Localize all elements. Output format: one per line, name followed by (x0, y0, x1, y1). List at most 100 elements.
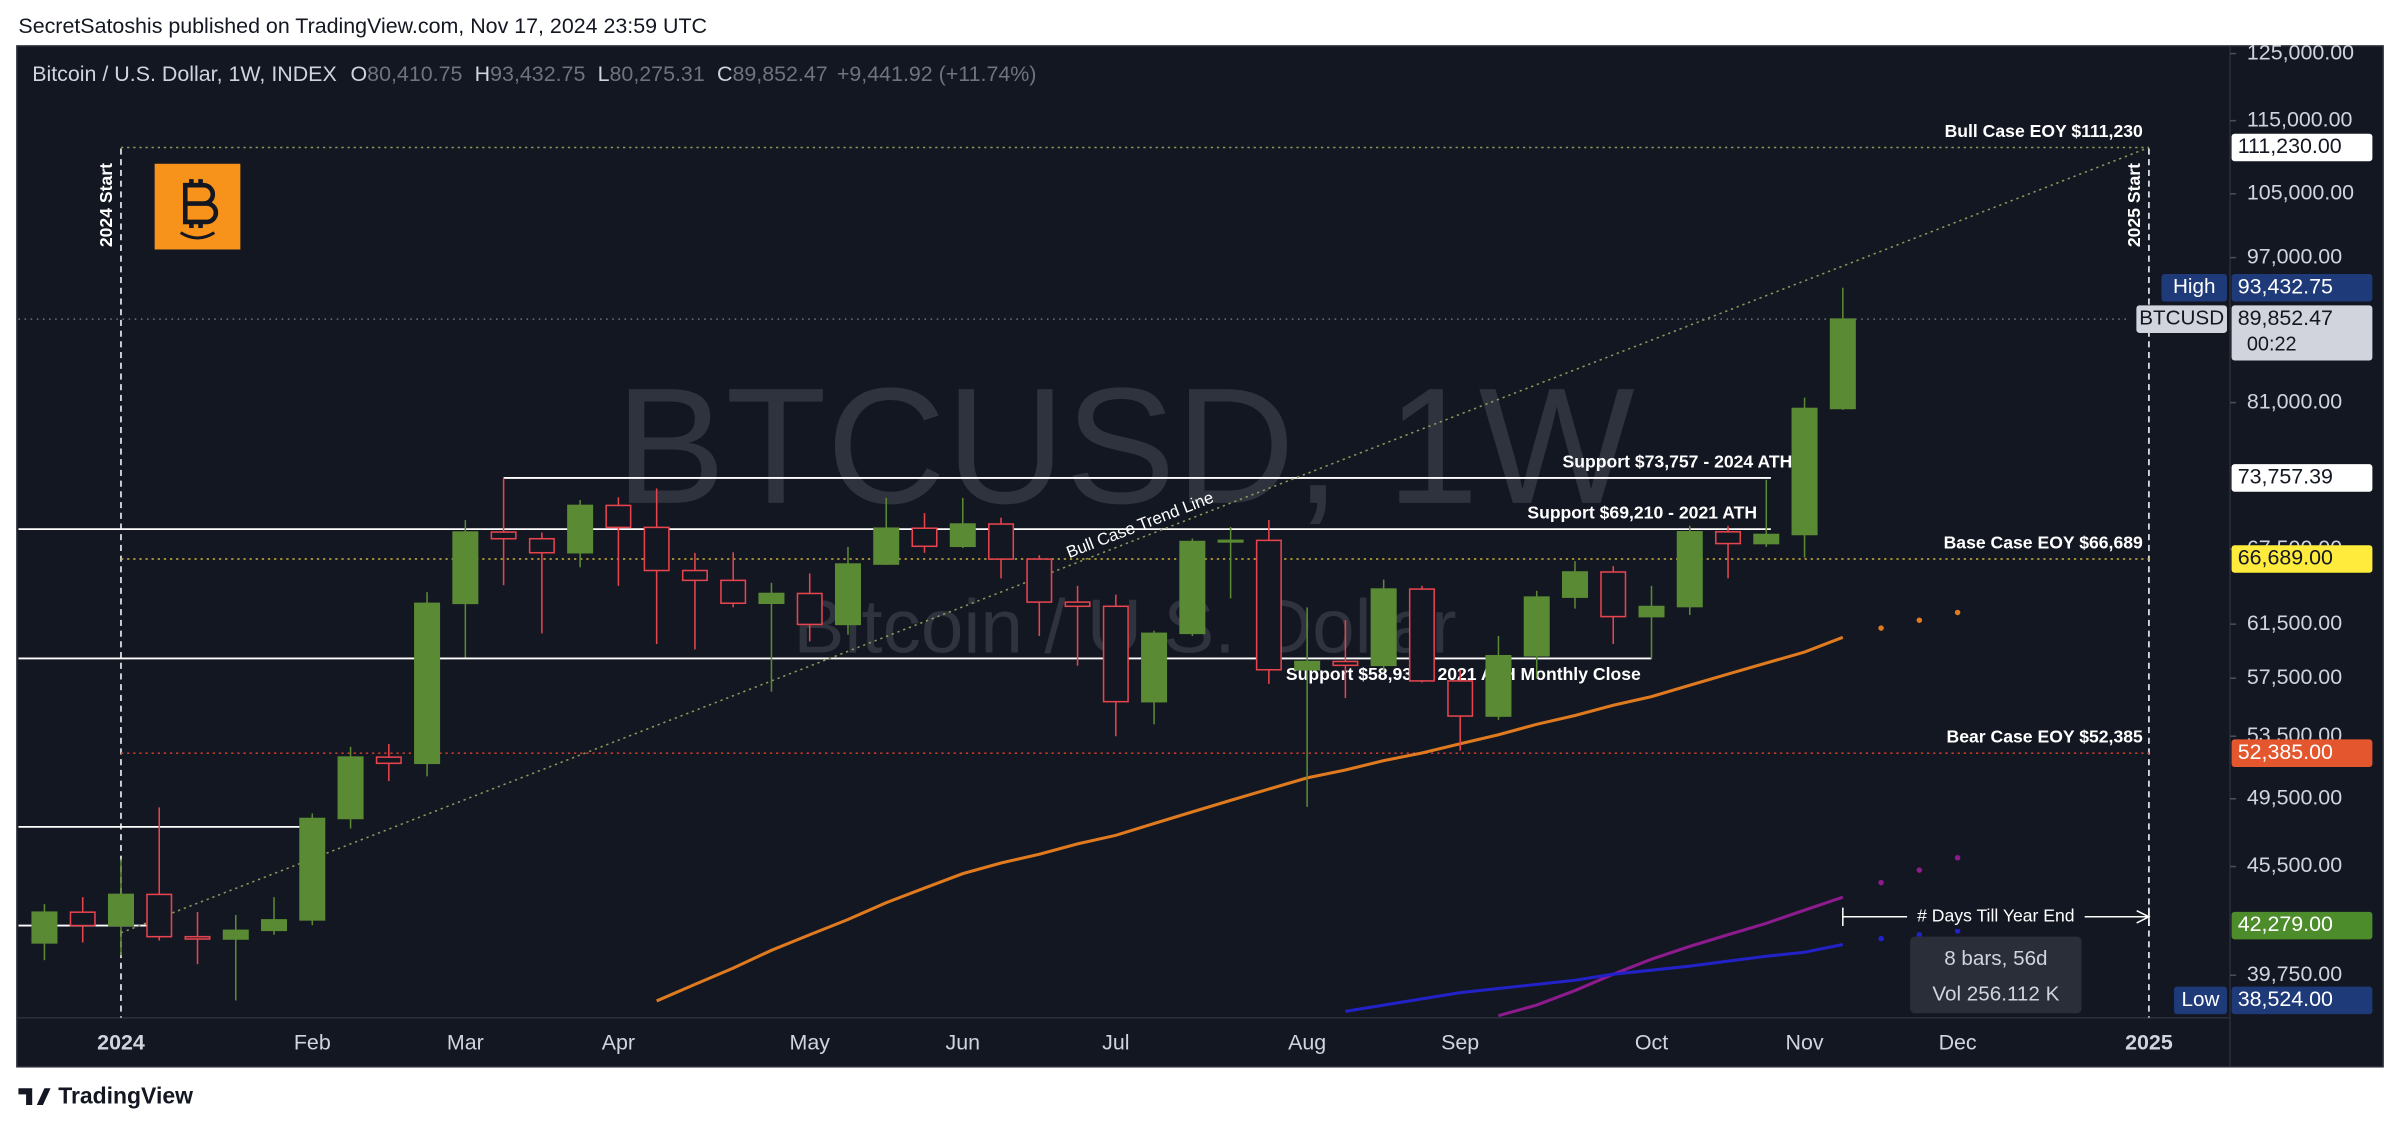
price-label-box (2231, 911, 2373, 940)
measure-line-text: 8 bars, 56d (1944, 947, 2047, 970)
legend-tag: L (598, 62, 610, 86)
legend: Bitcoin / U.S. Dollar, 1W, INDEX O80,410.… (32, 62, 1036, 86)
legend-title: Bitcoin / U.S. Dollar, 1W, INDEX (32, 62, 337, 86)
bitcoin-logo (154, 163, 241, 250)
candle-body (567, 504, 594, 554)
price-label-tag-text: Low (2182, 988, 2220, 1011)
candle-body (605, 504, 632, 529)
x-tick-label: 2025 (2125, 1030, 2173, 1054)
level-label: Bear Case EOY $52,385 (1947, 727, 2143, 747)
candle-body (1294, 660, 1321, 671)
candle-body (873, 527, 900, 565)
candle-body (911, 527, 938, 548)
candle-body (337, 756, 364, 820)
x-tick-label: Feb (294, 1030, 331, 1054)
legend-tag: O (351, 62, 368, 86)
candle-body (949, 523, 976, 548)
legend-tag: C (717, 62, 732, 86)
moving-average (656, 635, 1844, 1003)
x-tick-label: Nov (1786, 1030, 1824, 1054)
candle-body (375, 756, 402, 765)
y-tick-label: 115,000.00 (2247, 107, 2353, 131)
projection-dot (1878, 879, 1884, 886)
projection-dot (1916, 932, 1923, 938)
candle-body (1791, 407, 1818, 536)
legend-value: 80,275.31 (610, 62, 705, 86)
projection-dot (1954, 928, 1961, 934)
trend-line (120, 146, 2150, 934)
projection-dot (1916, 617, 1923, 623)
legend-value: 89,852.47 (732, 62, 827, 86)
x-tick-label: Jun (946, 1030, 981, 1054)
level-label: Support $73,757 - 2024 ATH (1563, 451, 1793, 471)
measure-title: # Days Till Year End (1917, 905, 2074, 925)
x-tick-label: Aug (1288, 1030, 1326, 1054)
candle-body (1561, 571, 1588, 598)
tradingview-logo: TradingView (18, 1082, 193, 1108)
candle-body (1676, 531, 1703, 608)
y-tick-label: 45,500.00 (2247, 853, 2342, 877)
candle-body (490, 531, 517, 540)
candle-body (1179, 540, 1206, 635)
x-tick-label: 2024 (97, 1030, 145, 1054)
candle-body (31, 911, 58, 944)
projection-dot (1878, 625, 1884, 631)
price-label-box (2231, 545, 2373, 573)
candle-body (69, 911, 96, 927)
x-tick-label: Jul (1102, 1030, 1129, 1054)
price-label-box (2231, 739, 2373, 767)
price-label-tag-text: High (2173, 275, 2215, 298)
candle-body (796, 592, 823, 626)
x-tick-label: Oct (1635, 1030, 1668, 1054)
candle-body (681, 569, 708, 582)
candle-body (834, 563, 861, 626)
candle-body (222, 929, 249, 940)
y-tick-label: 49,500.00 (2247, 785, 2342, 809)
candle-body (1485, 654, 1512, 717)
candle-body (452, 531, 479, 605)
price-label-sub: 00:22 (2247, 333, 2297, 355)
projection-dot (1916, 867, 1923, 873)
candle-body (1753, 533, 1780, 545)
measure-line-text: Vol 256.112 K (1932, 982, 2059, 1005)
price-label: 42,279.00 (2238, 912, 2333, 936)
candle-body (184, 935, 211, 940)
x-tick-label: Apr (602, 1030, 635, 1054)
x-tick-label: Dec (1939, 1030, 1977, 1054)
price-label: 93,432.75 (2238, 274, 2333, 298)
projection-dot (1878, 935, 1884, 942)
price-label-box (2231, 305, 2373, 361)
price-label-box (2231, 986, 2373, 1015)
level-label: Base Case EOY $66,689 (1944, 532, 2143, 552)
moving-average (1345, 942, 1844, 1013)
candle-body (261, 919, 288, 932)
candle-body (758, 592, 785, 604)
level-label: Support $69,210 - 2021 ATH (1527, 502, 1757, 522)
level-label: Bull Case EOY $111,230 (1945, 121, 2143, 141)
candle-body (1217, 539, 1244, 543)
price-label: 52,385.00 (2238, 740, 2333, 764)
candle-body (1332, 660, 1359, 667)
year-marker-label: 2024 Start (96, 163, 116, 247)
price-label-box (2231, 464, 2373, 492)
x-tick-label: May (789, 1030, 830, 1054)
year-marker-label: 2025 Start (2124, 163, 2144, 247)
candle-body (720, 579, 747, 604)
candle-body (1064, 601, 1091, 608)
candle-body (107, 893, 134, 927)
price-label: 89,852.47 (2238, 306, 2333, 330)
projection-dot (1954, 609, 1961, 616)
measure-box (1910, 936, 2082, 1014)
brand: TradingView (58, 1082, 193, 1108)
price-label-tag-text: BTCUSD (2139, 307, 2224, 330)
price-label-box (2231, 273, 2373, 302)
y-tick-label: 61,500.00 (2247, 611, 2342, 635)
y-tick-label: 105,000.00 (2247, 181, 2354, 205)
candle-body (1026, 558, 1053, 603)
candle-body (988, 523, 1015, 560)
legend-tag: H (475, 62, 490, 86)
candle-body (643, 526, 670, 572)
candle-body (299, 817, 326, 921)
